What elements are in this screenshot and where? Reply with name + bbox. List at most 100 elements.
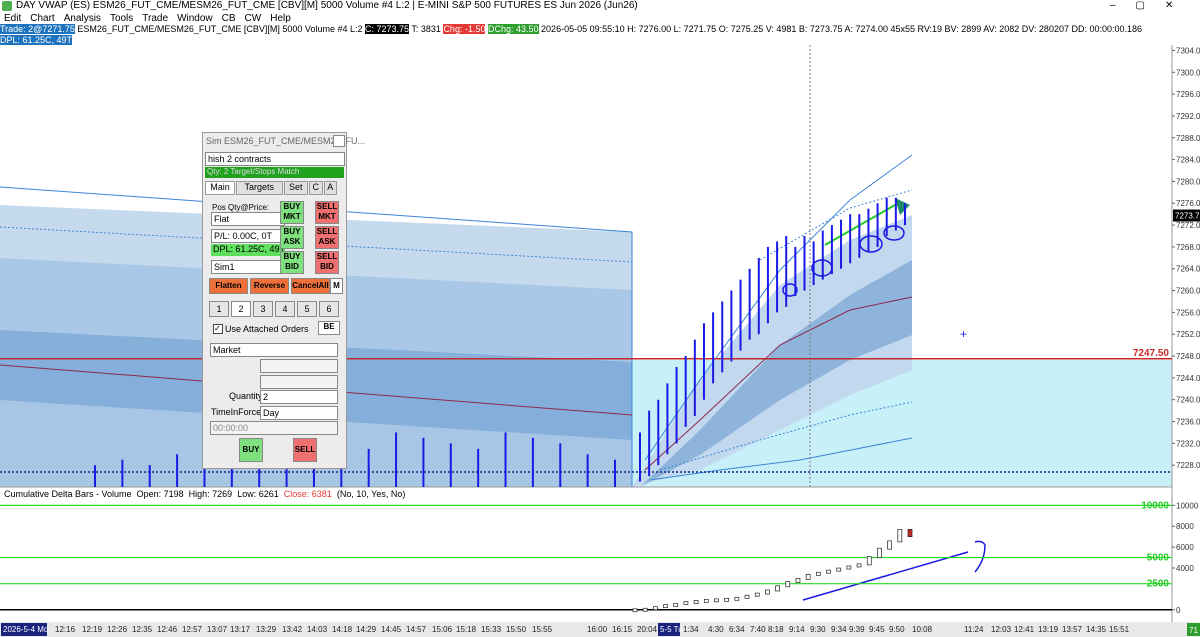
delta-bar xyxy=(683,601,689,605)
window-controls[interactable]: –▢✕ xyxy=(1110,0,1194,11)
time-label: 15:06 xyxy=(432,625,453,634)
y-tick-label: 7300.00 xyxy=(1176,68,1200,77)
tab[interactable]: C xyxy=(309,181,323,195)
menu-item[interactable]: Chart xyxy=(30,13,55,24)
menu-item[interactable]: Edit xyxy=(4,13,22,24)
vwap-line xyxy=(644,296,913,471)
study-close: Close: 6381 xyxy=(283,489,332,499)
y-tick-label: 7232.00 xyxy=(1176,439,1200,448)
tab[interactable]: A xyxy=(323,181,337,195)
level-label: 7247.50 xyxy=(1133,348,1170,359)
pos-value: Flat xyxy=(211,212,285,226)
delta-bar xyxy=(795,578,801,583)
study-high: High: 7269 xyxy=(188,489,233,499)
delta-bar xyxy=(866,556,872,566)
menu-item[interactable]: Window xyxy=(177,13,213,24)
delta-bar xyxy=(826,569,831,574)
button-line: BUY xyxy=(283,202,301,211)
time[interactable]: 00:00:00 xyxy=(210,421,338,435)
trade-button[interactable]: SELL ASK xyxy=(315,226,339,249)
y-tick-label: 7292.00 xyxy=(1176,112,1200,121)
time-label: 12:57 xyxy=(182,625,203,634)
checkbox[interactable]: ✓ xyxy=(213,324,223,334)
time-label: 11:24 xyxy=(964,625,984,634)
y-tick-label: 7252.00 xyxy=(1176,330,1200,339)
time-label: 13:29 xyxy=(256,625,277,634)
time-label: 14:03 xyxy=(307,625,328,634)
menu-item[interactable]: Analysis xyxy=(63,13,101,24)
time-label: 9:45 xyxy=(869,625,885,634)
dpl: DPL: 61.25C, 49T xyxy=(211,244,286,256)
time-label: 14:35 xyxy=(1086,625,1107,634)
trade-button[interactable]: SELL BID xyxy=(315,251,339,274)
cancel-all-button[interactable]: CancelAll xyxy=(291,278,330,294)
quantity[interactable]: 2 xyxy=(260,390,338,404)
trade-button[interactable]: BUY ASK xyxy=(280,226,304,249)
qty-button[interactable]: 5 xyxy=(297,301,317,317)
status-bar: Qty: 2 Target/Stops Match xyxy=(205,167,344,178)
menu-bar: Edit Chart Analysis Tools Trade Window CB CW Hel… xyxy=(4,13,300,24)
time-label: 16:15 xyxy=(612,625,633,634)
time-label: 9:14 xyxy=(789,625,805,634)
details: 2026-05-05 09:55:10 H: 7276.00 L: 7271.7… xyxy=(541,24,1143,34)
delta-bar xyxy=(703,599,709,603)
tif[interactable]: Day xyxy=(260,406,338,420)
scribble xyxy=(974,540,986,573)
menu-item[interactable]: CW xyxy=(244,13,262,24)
delta-bar xyxy=(856,563,862,568)
delta-bar xyxy=(734,596,740,601)
price-field[interactable] xyxy=(260,375,338,389)
y-tick-label: 7264.00 xyxy=(1176,265,1200,274)
last-price-label: 7273.75 xyxy=(1175,212,1200,221)
sell-button[interactable]: SELL xyxy=(293,438,317,462)
y-tick-label: 7236.00 xyxy=(1176,418,1200,427)
trade-button[interactable]: BUY MKT xyxy=(280,201,304,224)
be-button[interactable]: BE xyxy=(318,321,340,335)
button-line: BUY xyxy=(283,252,301,261)
y-tick-label: 8000 xyxy=(1176,522,1194,531)
button-line: ASK xyxy=(318,237,336,246)
account-select[interactable]: hish 2 contracts xyxy=(205,152,345,166)
price-field[interactable] xyxy=(260,359,338,373)
tab[interactable]: Main xyxy=(205,181,235,195)
time-label: 12:46 xyxy=(157,625,178,634)
tab[interactable]: Set xyxy=(283,181,308,195)
qty-button[interactable]: 4 xyxy=(275,301,295,317)
y-tick-label: 7276.00 xyxy=(1176,199,1200,208)
menu-item[interactable]: CB xyxy=(221,13,236,24)
time-label: 13:19 xyxy=(1038,625,1059,634)
sim-select[interactable]: Sim1 xyxy=(211,260,285,274)
reverse-button[interactable]: Reverse xyxy=(250,278,289,294)
delta-bar xyxy=(673,603,679,607)
dpl-box: DPL: 61.25C, 49T xyxy=(0,35,73,45)
time-label: 13:07 xyxy=(207,625,228,634)
trade-button[interactable]: BUY BID xyxy=(280,251,304,274)
m-button[interactable]: M xyxy=(330,278,343,294)
qty-button[interactable]: 6 xyxy=(319,301,339,317)
y-tick-label: 7244.00 xyxy=(1176,374,1200,383)
trade-button[interactable]: SELL MKT xyxy=(315,201,339,224)
menu-item[interactable]: Tools xyxy=(109,13,134,24)
y-tick-label: 7248.00 xyxy=(1176,352,1200,361)
delta-bar xyxy=(714,598,719,603)
time-label: 20:04 xyxy=(637,625,658,634)
button-line: BID xyxy=(285,262,299,271)
qty-button[interactable]: 2 xyxy=(231,301,251,317)
buy-button[interactable]: BUY xyxy=(239,438,263,462)
study-name: Cumulative Delta Bars - Volume xyxy=(4,489,132,499)
menu-item[interactable]: Help xyxy=(270,13,291,24)
qty-button[interactable]: 1 xyxy=(209,301,229,317)
vwap-fan-outer xyxy=(632,215,912,487)
delta-bar xyxy=(653,606,658,611)
delta-label: Cumulative Delta Bars - Volume Open: 719… xyxy=(4,489,405,499)
qty-button[interactable]: 3 xyxy=(253,301,273,317)
level-label: 5000 xyxy=(1147,553,1170,564)
close-button[interactable] xyxy=(333,135,345,147)
menu-item[interactable]: Trade xyxy=(142,13,169,24)
flatten-button[interactable]: Flatten xyxy=(209,278,248,294)
time-label: 13:42 xyxy=(282,625,303,634)
time-label: 10:08 xyxy=(912,625,933,634)
order-type[interactable]: Market xyxy=(210,343,338,357)
tab[interactable]: Targets xyxy=(236,181,283,195)
